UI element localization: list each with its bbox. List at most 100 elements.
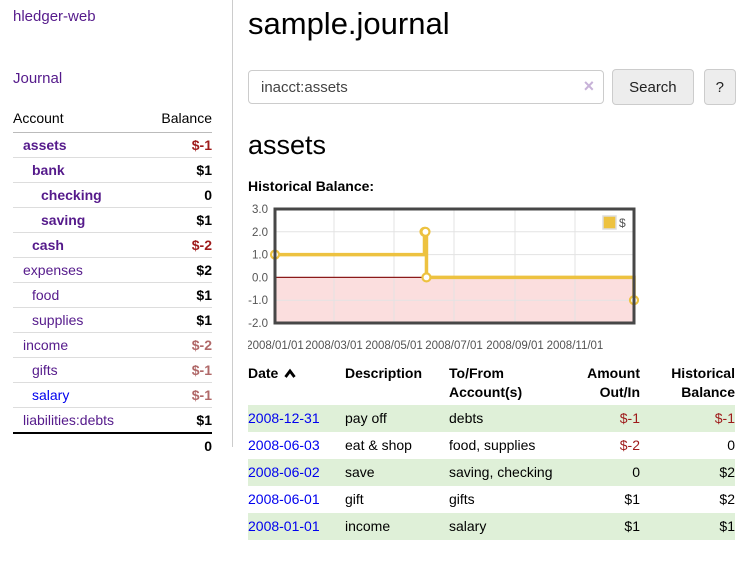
description-cell: pay off bbox=[345, 405, 449, 432]
account-row: expenses $2 bbox=[13, 257, 212, 283]
sidebar-item-journal[interactable]: Journal bbox=[13, 70, 63, 87]
accounts-cell: gifts bbox=[449, 491, 475, 507]
account-row: food $1 bbox=[13, 282, 212, 308]
svg-text:2008/01/01: 2008/01/01 bbox=[248, 340, 304, 352]
sidebar-account-link[interactable]: supplies bbox=[32, 312, 84, 328]
transaction-date-link[interactable]: 2008-06-03 bbox=[248, 437, 320, 453]
account-table-body: assets $-1 bank $1 checking 0 saving $1 cash $-2 e… bbox=[13, 132, 212, 434]
table-row: 2008-01-01 income salary $1 $1 bbox=[248, 513, 735, 540]
balance-cell: 0 bbox=[727, 437, 735, 453]
date-cell: 2008-06-02 bbox=[248, 459, 345, 486]
svg-text:2008/03/01: 2008/03/01 bbox=[305, 340, 363, 352]
amount-cell: $-2 bbox=[619, 437, 640, 453]
accounts-cell: debts bbox=[449, 405, 554, 432]
sidebar-account-link[interactable]: income bbox=[23, 337, 69, 353]
account-table: Account Balance assets $-1 bank $1 checking 0… bbox=[13, 107, 212, 458]
sidebar-account-link[interactable]: salary bbox=[32, 387, 70, 403]
sidebar-account-link[interactable]: gifts bbox=[32, 362, 58, 378]
balance-cell: $-1 bbox=[640, 405, 735, 432]
account-row: cash $-2 bbox=[13, 232, 212, 258]
account-balance: $1 bbox=[145, 282, 212, 308]
sidebar-account-link[interactable]: saving bbox=[41, 212, 86, 228]
main-content: sample.journal × Search ? assets Histori… bbox=[234, 0, 742, 540]
chart-legend: $ bbox=[602, 215, 626, 230]
amount-cell: $1 bbox=[554, 513, 640, 540]
app-title[interactable]: hledger-web bbox=[13, 8, 96, 25]
accounts-cell: saving, checking bbox=[449, 459, 554, 486]
search-form: × Search ? bbox=[248, 69, 736, 105]
svg-text:2008/07/01: 2008/07/01 bbox=[425, 340, 483, 352]
amount-cell: $-1 bbox=[554, 405, 640, 432]
balance-cell: $2 bbox=[640, 459, 735, 486]
clear-search-icon[interactable]: × bbox=[583, 76, 595, 96]
account-row: gifts $-1 bbox=[13, 357, 212, 383]
description-cell: gift bbox=[345, 491, 364, 507]
table-row: 2008-06-01 gift gifts $1 $2 bbox=[248, 486, 735, 513]
account-balance: 0 bbox=[145, 182, 212, 208]
account-total-value: 0 bbox=[145, 432, 212, 458]
svg-text:2008/05/01: 2008/05/01 bbox=[365, 340, 423, 352]
search-input[interactable] bbox=[248, 70, 605, 104]
description-cell: save bbox=[345, 459, 449, 486]
transaction-date-link[interactable]: 2008-12-31 bbox=[248, 410, 320, 426]
transaction-date-link[interactable]: 2008-06-01 bbox=[248, 491, 320, 507]
column-header-accounts: To/From Account(s) bbox=[449, 365, 523, 400]
account-balance: $1 bbox=[145, 207, 212, 233]
svg-text:-2.0: -2.0 bbox=[248, 318, 268, 330]
column-header-amount: Amount Out/In bbox=[587, 365, 640, 400]
date-cell: 2008-06-01 bbox=[248, 486, 345, 513]
account-balance: $1 bbox=[145, 307, 212, 333]
account-total-row: 0 bbox=[13, 432, 212, 458]
historical-balance-chart: 3.0 2.0 1.0 0.0 -1.0 -2.0 2008/01/01 2008/03/01… bbox=[248, 204, 640, 352]
svg-text:2008/09/01: 2008/09/01 bbox=[486, 340, 544, 352]
account-row: saving $1 bbox=[13, 207, 212, 233]
svg-text:2008/11/01: 2008/11/01 bbox=[547, 340, 604, 352]
svg-text:-1.0: -1.0 bbox=[248, 295, 268, 307]
svg-text:1.0: 1.0 bbox=[252, 250, 268, 262]
search-button[interactable]: Search bbox=[612, 69, 694, 105]
account-balance: $-2 bbox=[145, 232, 212, 258]
accounts-cell: food, supplies bbox=[449, 437, 536, 453]
account-column-header: Account bbox=[13, 107, 146, 133]
amount-cell: $1 bbox=[624, 491, 640, 507]
balance-cell: $1 bbox=[640, 513, 735, 540]
sidebar-account-link[interactable]: liabilities:debts bbox=[23, 412, 115, 428]
sidebar-account-link[interactable]: food bbox=[32, 287, 60, 303]
account-row: income $-2 bbox=[13, 332, 212, 358]
account-balance: $-1 bbox=[145, 132, 212, 158]
amount-cell: 0 bbox=[554, 459, 640, 486]
account-balance: $2 bbox=[145, 257, 212, 283]
column-header-description: Description bbox=[345, 365, 423, 381]
register-table: Date Description To/From Account(s) Amou… bbox=[248, 360, 735, 540]
account-balance: $-1 bbox=[145, 382, 212, 408]
balance-cell: $2 bbox=[719, 491, 735, 507]
transaction-date-link[interactable]: 2008-06-02 bbox=[248, 464, 320, 480]
page-title: sample.journal bbox=[248, 6, 450, 41]
account-row: assets $-1 bbox=[13, 132, 212, 158]
chart-title: Historical Balance: bbox=[248, 178, 375, 194]
svg-text:3.0: 3.0 bbox=[252, 204, 268, 216]
description-cell: eat & shop bbox=[345, 437, 412, 453]
account-row: checking 0 bbox=[13, 182, 212, 208]
sidebar: hledger-web Journal Account Balance asse… bbox=[0, 0, 233, 458]
sidebar-account-link[interactable]: cash bbox=[32, 237, 64, 253]
transaction-date-link[interactable]: 2008-01-01 bbox=[248, 518, 320, 534]
balance-column-header: Balance bbox=[145, 107, 212, 133]
account-balance: $-2 bbox=[145, 332, 212, 358]
column-header-date[interactable]: Date bbox=[248, 360, 345, 405]
sidebar-account-link[interactable]: bank bbox=[32, 162, 65, 178]
svg-text:2.0: 2.0 bbox=[252, 227, 268, 239]
register-table-body: 2008-12-31 pay off debts $-1 $-1 2008-06-03 ea… bbox=[248, 405, 735, 540]
sidebar-account-link[interactable]: checking bbox=[41, 187, 102, 203]
table-row: 2008-06-02 save saving, checking 0 $2 bbox=[248, 459, 735, 486]
account-row: liabilities:debts $1 bbox=[13, 408, 212, 434]
account-row: supplies $1 bbox=[13, 307, 212, 333]
svg-text:0.0: 0.0 bbox=[252, 272, 268, 284]
accounts-cell: salary bbox=[449, 513, 554, 540]
date-cell: 2008-12-31 bbox=[248, 405, 345, 432]
sidebar-account-link[interactable]: assets bbox=[23, 137, 67, 153]
table-row: 2008-06-03 eat & shop food, supplies $-2 0 bbox=[248, 432, 735, 459]
account-table-header: Account Balance bbox=[13, 107, 212, 133]
search-help-button[interactable]: ? bbox=[703, 69, 736, 105]
sidebar-account-link[interactable]: expenses bbox=[23, 262, 83, 278]
